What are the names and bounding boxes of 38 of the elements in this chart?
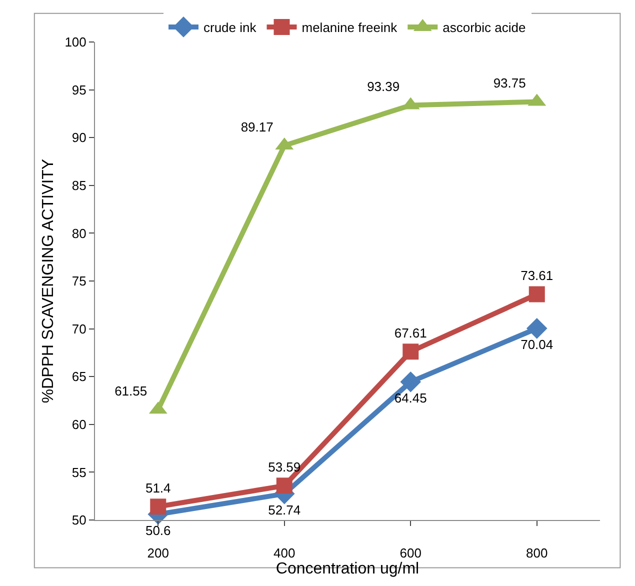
y-tick-label: 100: [64, 34, 86, 50]
y-tick-label: 70: [72, 321, 86, 336]
point: [526, 318, 548, 339]
x-tick-label: 200: [147, 546, 169, 561]
y-tick-label: 65: [72, 369, 86, 384]
y-tick-label: 80: [72, 226, 86, 241]
y-tick-label: 60: [72, 416, 86, 432]
legend-label: ascorbic acide: [442, 20, 526, 36]
point: [528, 286, 545, 302]
x-axis-title: Concentration ug/ml: [276, 560, 420, 578]
y-tick-label: 75: [72, 274, 86, 289]
legend-label: melanine freeink: [302, 20, 398, 36]
y-axis-title: %DPPH SCAVENGING ACTIVITY: [40, 158, 57, 404]
data-label: 61.55: [114, 383, 148, 398]
data-label: 93.75: [493, 76, 526, 90]
point: [276, 478, 292, 494]
data-label: 51.4: [145, 480, 171, 496]
x-tick-label: 600: [400, 546, 422, 561]
data-label: 52.74: [268, 502, 301, 518]
y-tick-label: 90: [72, 130, 86, 146]
y-tick-label: 55: [72, 464, 86, 480]
y-tick-label: 85: [72, 178, 86, 193]
data-label: 67.61: [394, 325, 427, 340]
x-tick-label: 800: [526, 546, 548, 561]
data-label: 73.61: [520, 268, 554, 284]
y-tick-label: 95: [72, 82, 86, 98]
point: [400, 371, 422, 392]
x-tick-label: 400: [274, 546, 296, 561]
data-label: 53.59: [268, 459, 301, 474]
y-tick-label: 50: [72, 512, 86, 528]
data-label: 89.17: [240, 119, 274, 134]
legend-label: crude ink: [204, 20, 257, 36]
point: [402, 344, 419, 360]
data-label: 50.6: [145, 523, 171, 538]
point: [150, 498, 166, 515]
data-label: 93.39: [367, 78, 400, 94]
data-label: 70.04: [520, 337, 554, 352]
data-label: 64.45: [394, 390, 427, 406]
